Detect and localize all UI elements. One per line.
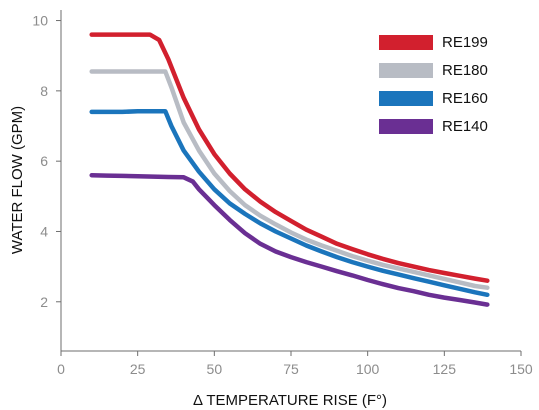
legend-swatch-re140 (379, 119, 433, 134)
x-tick-label: 75 (283, 361, 299, 377)
x-tick-label: 150 (509, 361, 533, 377)
legend-label-re180: RE180 (442, 62, 488, 79)
y-tick-label: 10 (32, 13, 48, 29)
legend-label-re160: RE160 (442, 90, 488, 107)
chart-legend: RE199 RE180 RE160 RE140 (379, 34, 488, 135)
y-tick-label: 2 (40, 294, 48, 310)
x-tick-label: 125 (433, 361, 457, 377)
series-line-re160 (89, 108, 490, 298)
y-tick-label: 8 (40, 83, 48, 99)
legend-swatch-re160 (379, 91, 433, 106)
x-tick-label: 100 (356, 361, 380, 377)
series-line-re140 (89, 172, 490, 307)
series-line-re199 (89, 32, 490, 283)
y-tick-label: 4 (40, 223, 48, 239)
legend-swatch-re199 (379, 35, 433, 50)
y-tick-label: 6 (40, 153, 48, 169)
series-line-re180 (89, 69, 490, 290)
legend-swatch-re180 (379, 63, 433, 78)
legend-label-re199: RE199 (442, 34, 488, 51)
x-tick-label: 50 (207, 361, 223, 377)
chart-lines (89, 32, 490, 307)
y-axis-title: WATER FLOW (GPM) (9, 106, 26, 254)
chart-axes: 0 25 50 75 100 125 150 2 4 6 8 10 (32, 10, 533, 377)
legend-label-re140: RE140 (442, 118, 488, 135)
x-tick-label: 25 (130, 361, 146, 377)
x-tick-label: 0 (57, 361, 65, 377)
x-axis-title: Δ TEMPERATURE RISE (F°) (193, 392, 387, 409)
